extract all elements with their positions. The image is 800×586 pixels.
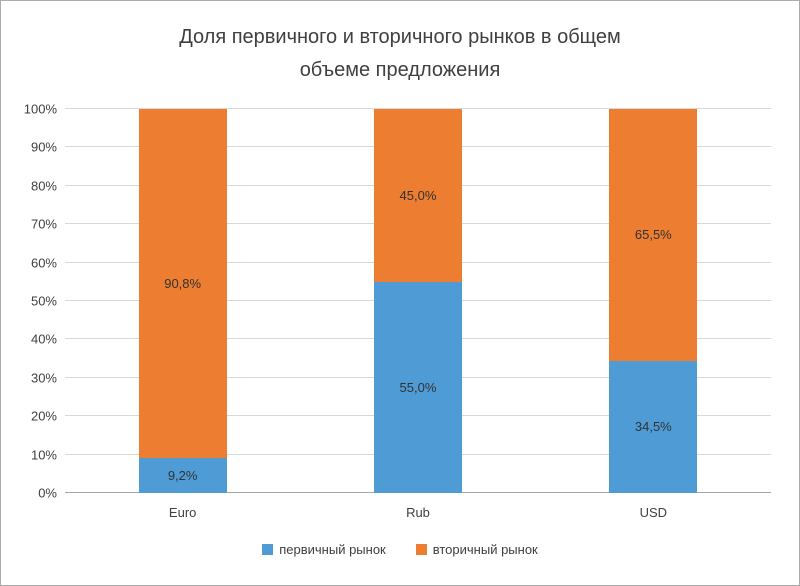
y-tick-label: 80% bbox=[30, 178, 57, 194]
legend-swatch bbox=[262, 544, 274, 555]
data-label: 90,8% bbox=[164, 275, 202, 291]
y-tick-label: 90% bbox=[30, 139, 57, 155]
data-label: 55,0% bbox=[399, 379, 437, 395]
y-tick-label: 10% bbox=[30, 447, 57, 463]
y-tick-label: 60% bbox=[30, 255, 57, 271]
y-tick-label: 50% bbox=[30, 293, 57, 309]
stacked-bar-usd: 65,5% 34,5% bbox=[609, 109, 698, 493]
bar-segment: 65,5% bbox=[609, 109, 698, 361]
x-axis-label: Euro bbox=[168, 505, 197, 520]
chart-title: Доля первичного и вторичного рынков в об… bbox=[1, 21, 799, 87]
x-axis: Euro Rub USD bbox=[65, 505, 771, 520]
bar-segment: 34,5% bbox=[609, 360, 698, 493]
data-label: 45,0% bbox=[399, 187, 437, 203]
chart-title-line-1: Доля первичного и вторичного рынков в об… bbox=[179, 26, 621, 48]
y-tick-label: 0% bbox=[38, 485, 57, 501]
bar-slot: 90,8% 9,2% bbox=[65, 109, 300, 493]
stacked-bar-euro: 90,8% 9,2% bbox=[138, 109, 227, 493]
legend-label: первичный рынок bbox=[279, 542, 386, 557]
legend-item: вторичный рынок bbox=[415, 542, 538, 557]
gridline bbox=[65, 108, 771, 109]
data-label: 65,5% bbox=[634, 227, 672, 243]
y-tick-label: 20% bbox=[30, 408, 57, 424]
legend-swatch bbox=[415, 544, 427, 555]
bar-segment: 90,8% bbox=[138, 109, 227, 458]
x-axis-label: USD bbox=[639, 505, 668, 520]
plot-area: 90,8% 9,2% 45,0% 55,0% 65,5% 34,5% bbox=[65, 108, 771, 493]
y-tick-label: 40% bbox=[30, 331, 57, 347]
x-axis-label: Rub bbox=[406, 505, 430, 520]
bar-segment: 9,2% bbox=[138, 457, 227, 493]
bar-slot: 45,0% 55,0% bbox=[300, 109, 535, 493]
data-label: 34,5% bbox=[634, 419, 672, 435]
chart-title-line-2: объеме предложения bbox=[299, 59, 501, 81]
y-axis: 0% 10% 20% 30% 40% 50% 60% 70% 80% 90% 100% bbox=[1, 102, 57, 501]
y-tick-label: 70% bbox=[30, 216, 57, 232]
bar-segment: 45,0% bbox=[373, 109, 462, 282]
legend: первичный рынок вторичный рынок bbox=[1, 542, 799, 557]
bar-segment: 55,0% bbox=[373, 281, 462, 493]
bar-slot: 65,5% 34,5% bbox=[536, 109, 771, 493]
y-tick-label: 100% bbox=[23, 101, 57, 117]
legend-item: первичный рынок bbox=[262, 542, 386, 557]
stacked-bar-rub: 45,0% 55,0% bbox=[373, 109, 462, 493]
data-label: 9,2% bbox=[167, 467, 198, 483]
legend-label: вторичный рынок bbox=[432, 542, 538, 557]
y-tick-label: 30% bbox=[30, 370, 57, 386]
